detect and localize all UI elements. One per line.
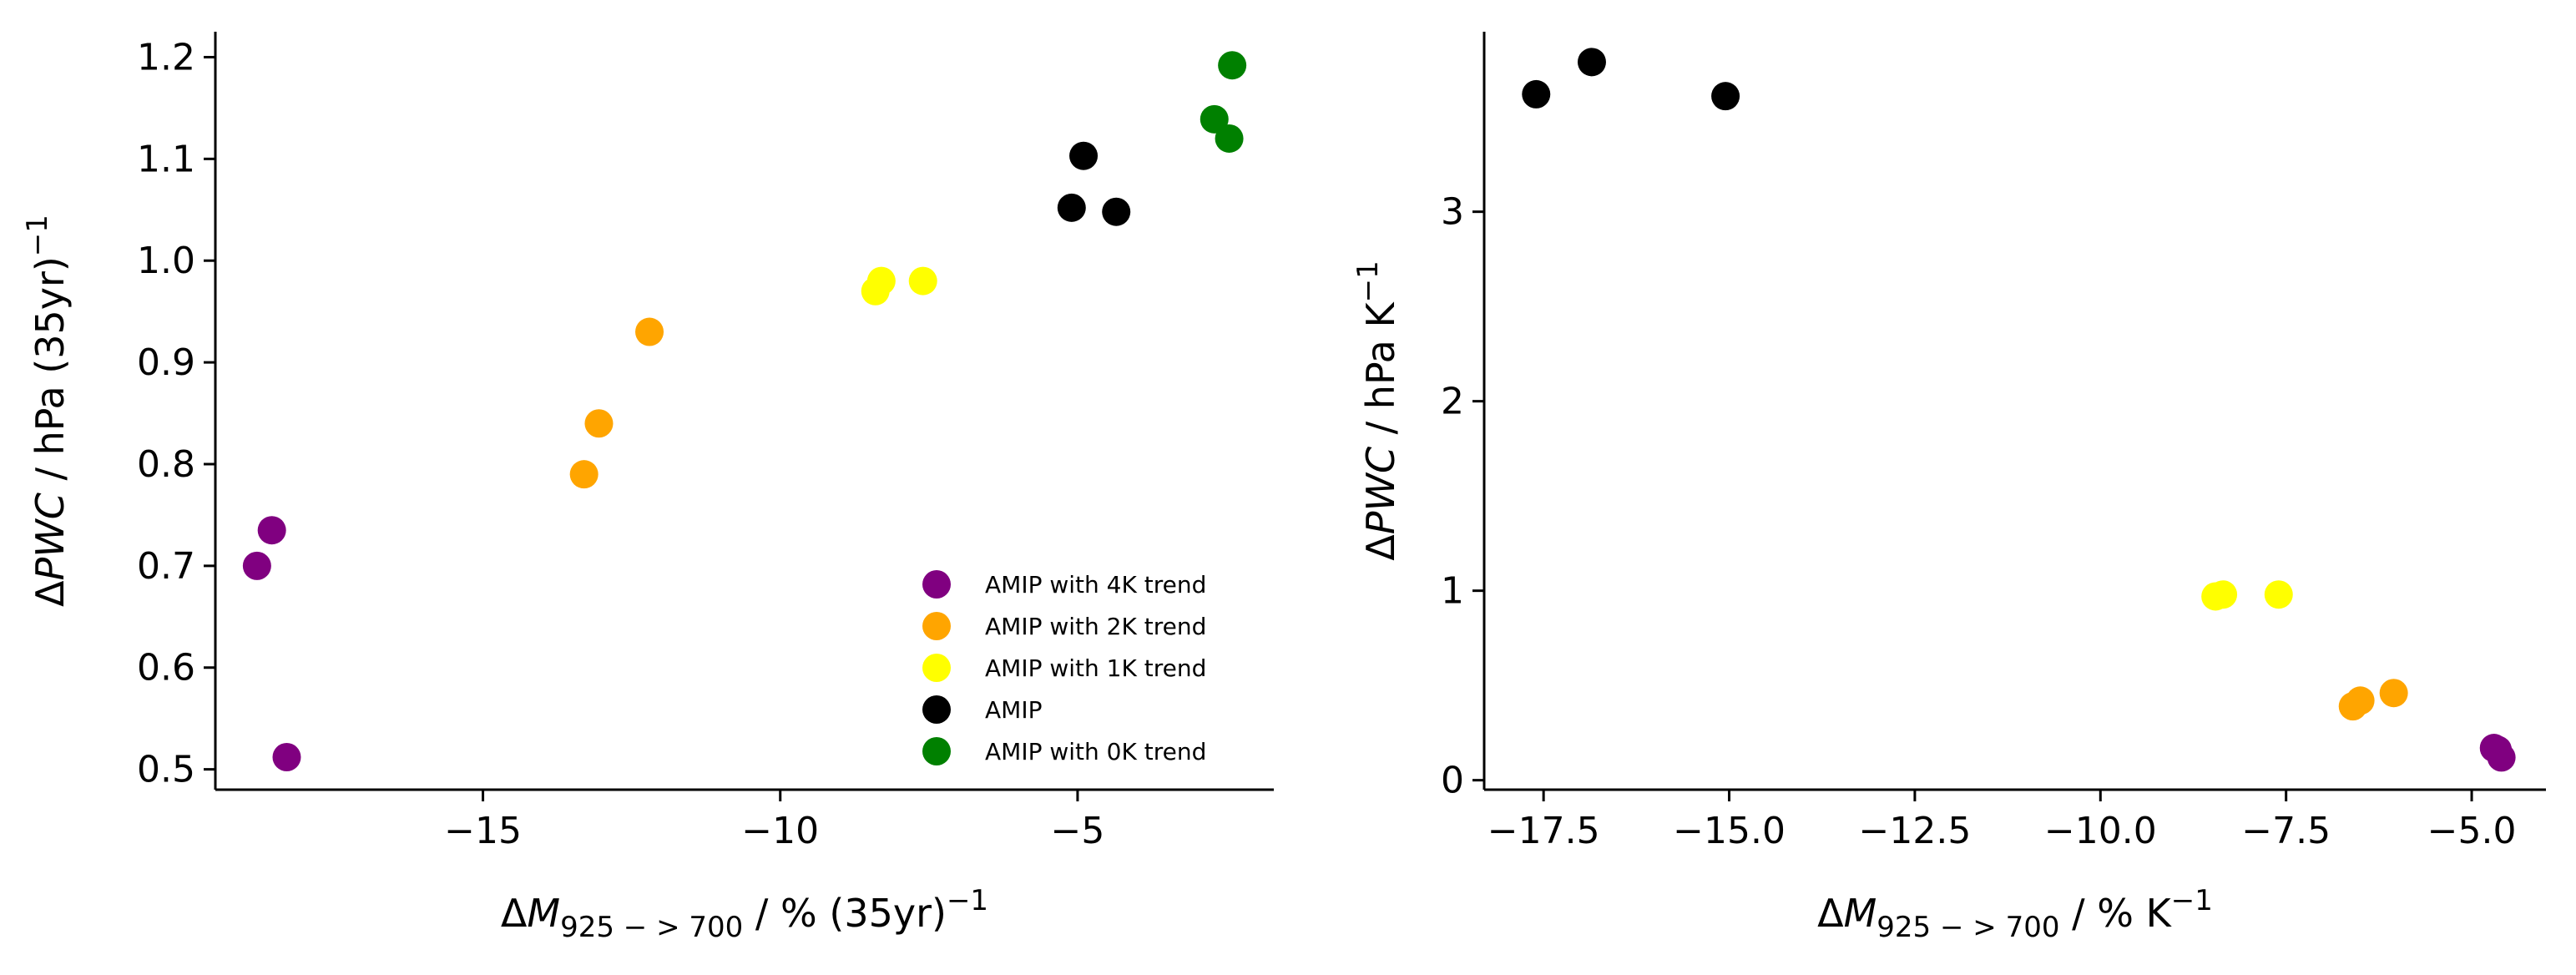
y-tick-label: 0.9	[137, 341, 195, 384]
legend-entry: AMIP with 2K trend	[985, 613, 1206, 640]
data-point	[1711, 82, 1740, 111]
y-tick-label: 0.7	[137, 545, 195, 588]
x-tick-label: −15.0	[1673, 810, 1786, 852]
data-point	[2209, 580, 2238, 609]
data-point	[2346, 686, 2375, 715]
y-axis-label: ΔPWC / hPa K−1	[1351, 260, 1403, 560]
legend-marker	[922, 695, 951, 724]
data-point	[242, 551, 271, 580]
legend-entry: AMIP	[985, 696, 1042, 724]
data-point	[908, 266, 937, 296]
legend: AMIP with 4K trend AMIP with 2K trend AMIP…	[922, 570, 1206, 765]
y-tick-label: 2	[1441, 381, 1464, 423]
data-point	[272, 742, 301, 771]
legend-marker	[922, 570, 951, 599]
x-tick-label: −15	[444, 810, 522, 852]
data-point	[257, 516, 286, 545]
legend-marker	[922, 612, 951, 640]
y-tick-label: 0.8	[137, 443, 195, 486]
x-tick-label: −7.5	[2241, 810, 2331, 852]
data-point	[635, 317, 664, 346]
data-point	[1215, 124, 1244, 153]
y-tick-label: 0.6	[137, 647, 195, 690]
x-axis-label: ΔM925 − > 700 / % (35yr)−1	[501, 884, 988, 944]
y-tick-label: 1.0	[137, 240, 195, 282]
data-point	[1102, 197, 1131, 226]
data-point	[866, 266, 896, 296]
x-tick-label: −5.0	[2427, 810, 2517, 852]
x-tick-label: −10.0	[2044, 810, 2157, 852]
y-tick-label: 1.2	[137, 36, 195, 78]
data-point	[584, 409, 614, 438]
data-point	[1522, 79, 1551, 109]
data-point	[2379, 679, 2408, 708]
data-point	[1200, 104, 1229, 134]
y-axis-label: ΔPWC / hPa (35yr)−1	[21, 215, 73, 607]
x-tick-label: −17.5	[1488, 810, 1600, 852]
data-point	[1218, 51, 1247, 80]
data-point	[1069, 141, 1099, 170]
y-tick-label: 1	[1441, 570, 1464, 613]
data-point	[2483, 735, 2513, 765]
data-point	[569, 460, 599, 489]
y-tick-label: 0.5	[137, 749, 195, 791]
chart-panel-1: −15 −10 −5 0.5 0.6 0.7 0.8 0.9 1.0 1.1 1.2 ΔM925 − …	[21, 32, 1274, 944]
legend-entry: AMIP with 4K trend	[985, 571, 1206, 599]
y-tick-label: 1.1	[137, 138, 195, 180]
x-tick-label: −10	[741, 810, 819, 852]
legend-entry: AMIP with 1K trend	[985, 654, 1206, 682]
y-tick-label: 0	[1441, 760, 1464, 802]
legend-marker	[922, 654, 951, 682]
data-point	[1577, 48, 1606, 77]
data-point	[1057, 193, 1086, 222]
x-axis-label: ΔM925 − > 700 / % K−1	[1817, 884, 2213, 944]
legend-marker	[922, 737, 951, 765]
y-tick-label: 3	[1441, 191, 1464, 234]
chart-panel-2: −17.5 −15.0 −12.5 −10.0 −7.5 −5.0 0 1 2 3 ΔM925 − …	[1351, 32, 2546, 944]
x-tick-label: −12.5	[1858, 810, 1971, 852]
data-point	[2264, 580, 2293, 609]
x-tick-label: −5	[1050, 810, 1104, 852]
legend-entry: AMIP with 0K trend	[985, 738, 1206, 765]
